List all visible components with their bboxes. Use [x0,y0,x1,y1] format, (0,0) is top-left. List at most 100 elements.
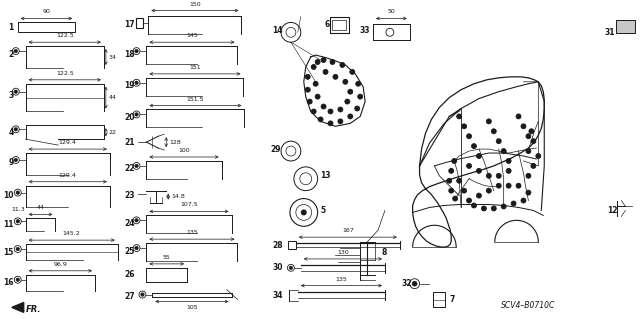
Text: 28: 28 [273,241,283,249]
Text: 21: 21 [124,138,134,147]
Bar [616,20,636,33]
Circle shape [506,159,511,163]
Text: 17: 17 [124,20,134,29]
Text: 44: 44 [36,205,45,211]
Circle shape [348,89,353,94]
Text: 14.8: 14.8 [171,194,185,199]
Bar [288,241,296,249]
Text: 145: 145 [186,33,198,38]
Circle shape [472,203,476,208]
Circle shape [328,109,333,114]
Circle shape [135,164,138,168]
Circle shape [531,163,536,168]
Text: SCV4–B0710C: SCV4–B0710C [501,301,556,310]
Text: 122.5: 122.5 [56,71,74,76]
Circle shape [330,60,335,64]
Circle shape [301,210,307,215]
Text: 4: 4 [8,128,14,137]
Circle shape [476,153,481,159]
Circle shape [452,159,457,163]
Text: 151: 151 [189,65,201,70]
Circle shape [315,60,320,64]
Circle shape [501,149,506,153]
Circle shape [511,201,516,206]
Circle shape [412,281,417,286]
Text: 3: 3 [8,91,14,100]
Circle shape [492,206,496,211]
Text: 105: 105 [186,305,198,310]
Text: 11.3: 11.3 [12,207,26,212]
Circle shape [311,64,316,70]
Circle shape [343,79,348,84]
Text: 24: 24 [124,219,134,228]
Circle shape [476,168,481,173]
Circle shape [318,117,323,122]
Text: 22: 22 [124,164,134,173]
Circle shape [355,106,360,111]
Circle shape [496,183,501,188]
Text: FR.: FR. [26,305,41,314]
Circle shape [305,74,310,79]
Circle shape [481,206,486,211]
Text: 145.2: 145.2 [63,231,81,236]
Bar [433,292,445,308]
Text: 150: 150 [189,2,201,7]
Circle shape [135,81,138,85]
Circle shape [305,87,310,92]
Circle shape [501,204,506,209]
Text: 129.4: 129.4 [59,173,77,178]
Text: 32: 32 [401,279,412,288]
Circle shape [526,190,531,195]
Circle shape [135,113,138,116]
Polygon shape [12,302,24,312]
Circle shape [358,94,363,99]
Circle shape [521,124,526,129]
Circle shape [350,70,355,74]
Text: 11: 11 [3,220,14,229]
Text: 107.5: 107.5 [180,203,198,207]
Circle shape [14,128,17,131]
Text: 8: 8 [382,248,387,256]
Text: 151.5: 151.5 [187,97,204,101]
Circle shape [531,139,536,144]
Circle shape [289,266,292,270]
Text: 129.4: 129.4 [59,140,77,145]
Text: 19: 19 [124,81,134,90]
Text: 16: 16 [3,278,14,287]
Circle shape [345,99,350,104]
Circle shape [141,293,144,296]
Circle shape [16,247,19,251]
Circle shape [457,178,461,183]
Circle shape [506,183,511,188]
Circle shape [461,124,467,129]
Text: 13: 13 [321,171,331,180]
Circle shape [323,70,328,74]
Circle shape [492,129,496,134]
Circle shape [340,63,345,67]
Circle shape [449,188,454,193]
Circle shape [521,198,526,203]
Text: 26: 26 [124,270,134,279]
Circle shape [135,49,138,53]
Text: 7: 7 [449,295,454,304]
Circle shape [338,107,343,112]
Text: 135: 135 [335,277,348,282]
Text: 29: 29 [271,145,281,153]
Text: 135: 135 [186,230,198,235]
Circle shape [16,278,19,281]
Text: 23: 23 [124,191,134,200]
Circle shape [328,121,333,126]
Circle shape [526,134,531,139]
Circle shape [135,246,138,250]
Circle shape [356,81,361,86]
Text: 18: 18 [124,49,134,59]
Circle shape [315,94,320,99]
Circle shape [447,178,452,183]
Circle shape [16,219,19,223]
Text: 167: 167 [342,228,354,233]
Circle shape [467,198,472,203]
Text: 100: 100 [178,148,190,153]
Text: 33: 33 [360,26,370,35]
Text: 5: 5 [321,206,326,215]
Circle shape [506,168,511,173]
